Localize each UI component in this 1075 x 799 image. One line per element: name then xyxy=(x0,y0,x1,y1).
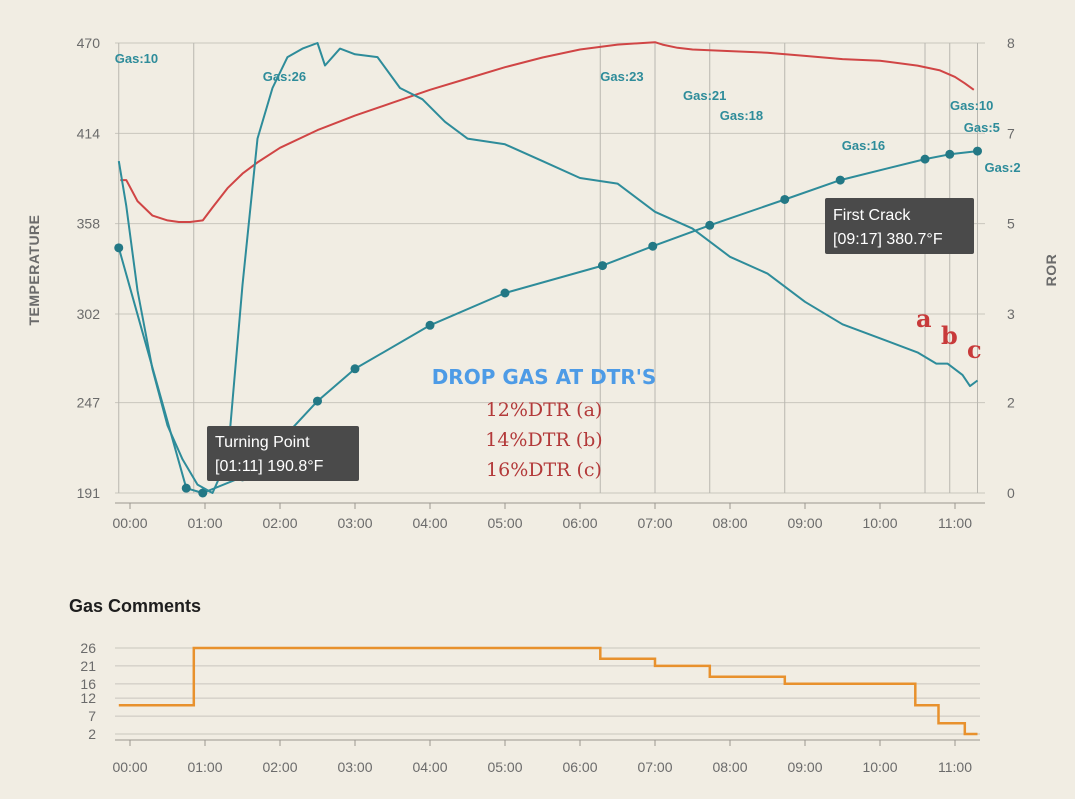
turning-point-detail: [01:11] 190.8°F xyxy=(215,458,324,475)
gas-step-line xyxy=(118,646,978,736)
drop-gas-line-b: 14%DTR (b) xyxy=(485,429,602,451)
ror-tick: 3 xyxy=(1007,306,1015,322)
gas-grid xyxy=(115,647,980,735)
gas-event-label: Gas:21 xyxy=(683,88,726,103)
bean-temp-point xyxy=(705,220,715,230)
temperature-axis: 191 247 302 358 414 470 xyxy=(77,35,101,501)
ror-tick: 7 xyxy=(1007,125,1015,141)
series-line-0 xyxy=(120,41,975,223)
drop-gas-title: DROP GAS AT DTR'S xyxy=(432,365,657,389)
first-crack-detail: [09:17] 380.7°F xyxy=(833,231,943,248)
bean-temp-point xyxy=(648,241,658,251)
main-grid xyxy=(115,42,985,494)
drop-gas-line-a: 12%DTR (a) xyxy=(486,399,603,421)
ror-tick: 8 xyxy=(1007,35,1015,51)
gas-event-lines xyxy=(118,43,978,493)
bean-temp-point xyxy=(313,396,322,406)
first-crack-annotation[interactable]: First Crack [09:17] 380.7°F xyxy=(825,198,974,254)
gas-series xyxy=(118,646,978,736)
gas-time-tick: 10:00 xyxy=(862,759,897,775)
time-tick: 03:00 xyxy=(337,515,372,531)
bean-temp-point xyxy=(835,175,845,185)
bean-temp-point xyxy=(500,288,510,298)
turning-point-title: Turning Point xyxy=(215,434,310,451)
gas-time-tick: 08:00 xyxy=(712,759,747,775)
gas-time-axis: 00:00 01:00 02:00 03:00 04:00 05:00 06:00 07:00… xyxy=(112,739,980,775)
gas-event-label: Gas:5 xyxy=(964,120,1000,135)
time-axis: 00:00 01:00 02:00 03:00 04:00 05:00 06:00 07:00… xyxy=(112,502,985,531)
gas-time-tick: 02:00 xyxy=(262,759,297,775)
gas-time-tick: 11:00 xyxy=(938,759,972,775)
gas-tick: 2 xyxy=(88,726,96,742)
bean-temp-point xyxy=(181,483,191,493)
gas-time-tick: 05:00 xyxy=(487,759,522,775)
marker-c: c xyxy=(967,335,982,364)
gas-tick: 16 xyxy=(80,676,96,692)
time-tick: 04:00 xyxy=(412,515,447,531)
series-line-2 xyxy=(117,42,979,494)
time-tick: 06:00 xyxy=(562,515,597,531)
bean-temp-point xyxy=(350,364,360,374)
gas-tick: 26 xyxy=(80,640,96,656)
bean-temp-point xyxy=(198,488,208,498)
gas-labels: Gas:10 Gas:26 Gas:23 Gas:21 Gas:18 Gas:16 Gas:… xyxy=(115,51,1021,175)
bean-temp-point xyxy=(973,146,982,156)
gas-tick: 21 xyxy=(80,658,96,674)
bean-temp-point xyxy=(920,154,930,164)
time-tick: 11:00 xyxy=(938,515,972,531)
bean-temp-point xyxy=(945,149,955,159)
time-tick: 02:00 xyxy=(262,515,297,531)
time-tick: 08:00 xyxy=(712,515,747,531)
ror-tick: 0 xyxy=(1007,485,1015,501)
gas-time-tick: 00:00 xyxy=(112,759,147,775)
drop-gas-note: DROP GAS AT DTR'S 12%DTR (a) 14%DTR (b) … xyxy=(432,365,657,481)
drop-gas-line-c: 16%DTR (c) xyxy=(486,459,602,481)
ror-axis: 0 2 3 5 7 8 xyxy=(1007,35,1015,501)
gas-event-label: Gas:2 xyxy=(985,160,1021,175)
gas-time-tick: 07:00 xyxy=(637,759,672,775)
gas-time-tick: 06:00 xyxy=(562,759,597,775)
gas-event-label: Gas:18 xyxy=(720,108,763,123)
gas-tick: 7 xyxy=(88,708,96,724)
gas-tick: 12 xyxy=(80,690,96,706)
temperature-axis-title: TEMPERATURE xyxy=(26,214,42,325)
temperature-tick: 358 xyxy=(77,216,101,232)
gas-time-tick: 09:00 xyxy=(787,759,822,775)
temperature-tick: 191 xyxy=(77,485,101,501)
bean-temp-point xyxy=(780,194,790,204)
time-tick: 00:00 xyxy=(112,515,147,531)
time-tick: 10:00 xyxy=(862,515,897,531)
bean-temp-point xyxy=(425,320,435,330)
marker-b: b xyxy=(941,321,958,350)
temperature-tick: 414 xyxy=(77,125,101,141)
roast-profile-chart: 191 247 302 358 414 470 0 2 3 5 7 8 00:00 01:00 02:0… xyxy=(26,35,1059,531)
time-tick: 01:00 xyxy=(187,515,222,531)
temperature-tick: 302 xyxy=(77,306,101,322)
ror-tick: 2 xyxy=(1007,395,1015,411)
bean-temp-point xyxy=(598,261,607,271)
ror-axis-title: ROR xyxy=(1043,254,1059,287)
first-crack-title: First Crack xyxy=(833,207,911,224)
gas-event-label: Gas:10 xyxy=(950,98,993,113)
turning-point-annotation[interactable]: Turning Point [01:11] 190.8°F xyxy=(207,426,359,481)
time-tick: 05:00 xyxy=(487,515,522,531)
gas-event-label: Gas:16 xyxy=(842,138,885,153)
gas-time-tick: 01:00 xyxy=(187,759,222,775)
temperature-tick: 470 xyxy=(77,35,101,51)
time-tick: 09:00 xyxy=(787,515,822,531)
bean-temp-point xyxy=(114,243,124,253)
gas-event-label: Gas:10 xyxy=(115,51,158,66)
gas-time-tick: 03:00 xyxy=(337,759,372,775)
temperature-tick: 247 xyxy=(77,395,101,411)
gas-event-label: Gas:23 xyxy=(600,69,643,84)
marker-a: a xyxy=(916,304,932,333)
gas-comments-title: Gas Comments xyxy=(69,596,201,616)
time-tick: 07:00 xyxy=(637,515,672,531)
ror-tick: 5 xyxy=(1007,216,1015,232)
gas-time-tick: 04:00 xyxy=(412,759,447,775)
gas-event-label: Gas:26 xyxy=(263,69,306,84)
